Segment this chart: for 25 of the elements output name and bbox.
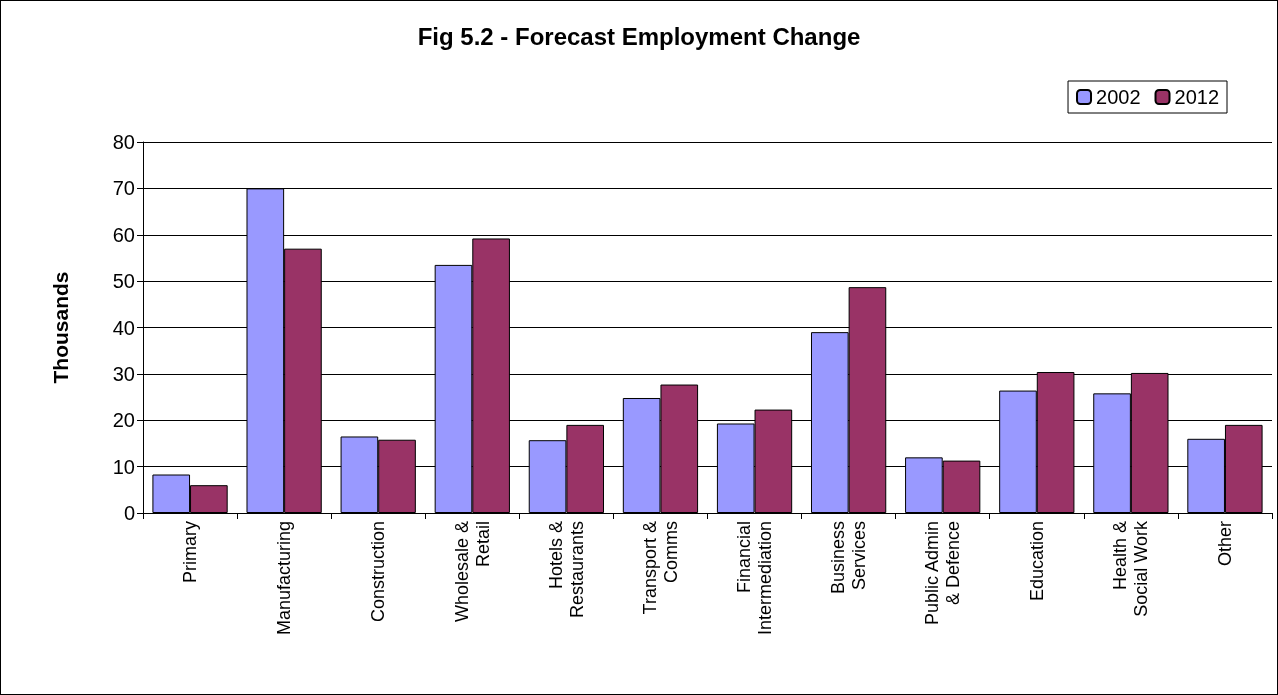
x-tick-label: Education bbox=[1026, 521, 1047, 602]
y-tick-label: 40 bbox=[112, 316, 135, 339]
x-tick-label: Transport & Comms bbox=[639, 521, 681, 615]
legend-label: 2012 bbox=[1174, 86, 1220, 108]
y-tick-label: 60 bbox=[112, 223, 135, 246]
x-tick-label: Other bbox=[1214, 521, 1235, 567]
y-tick-label: 30 bbox=[112, 362, 135, 385]
x-tick-label: Hotels & Restaurants bbox=[545, 521, 587, 619]
y-tick-label: 0 bbox=[123, 502, 135, 524]
y-tick-label: 10 bbox=[112, 455, 135, 478]
x-tick-label: Manufacturing bbox=[274, 521, 295, 636]
x-tick-label: Business Services bbox=[828, 521, 870, 595]
legend-label: 2002 bbox=[1096, 86, 1141, 108]
x-tick-label: Construction bbox=[368, 521, 389, 623]
y-axis-title: Thousands bbox=[49, 271, 72, 384]
x-tick-label: Wholesale & Retail bbox=[451, 521, 493, 623]
y-tick-label: 20 bbox=[112, 409, 135, 432]
x-tick-label: Financial Intermediation bbox=[734, 521, 776, 636]
x-tick-label: Health & Social Work bbox=[1110, 520, 1152, 617]
x-tick-label: Primary bbox=[180, 521, 201, 583]
y-tick-label: 50 bbox=[112, 270, 135, 293]
chart-title: Fig 5.2 - Forecast Employment Change bbox=[417, 22, 861, 50]
y-tick-label: 70 bbox=[112, 177, 135, 200]
y-tick-label: 80 bbox=[112, 131, 135, 153]
x-tick-label: Public Admin & Defence bbox=[922, 521, 964, 626]
